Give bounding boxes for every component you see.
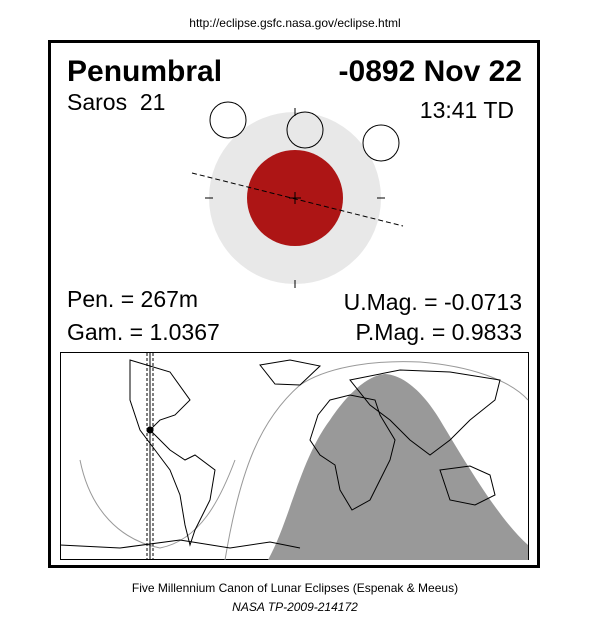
saros: Saros 21 [67,89,165,115]
footer-line1: Five Millennium Canon of Lunar Eclipses … [132,581,458,595]
world-map [59,352,529,561]
gamma: Gam. = 1.0367 [67,319,220,345]
pen-duration: Pen. = 267m [67,286,198,312]
url: http://eclipse.gsfc.nasa.gov/eclipse.htm… [189,16,400,30]
eclipse-type: Penumbral [67,55,222,88]
umbral-magnitude: U.Mag. = -0.0713 [344,289,522,315]
eclipse-date: -0892 Nov 22 [339,55,522,88]
penumbral-magnitude: P.Mag. = 0.9833 [356,319,522,345]
time: 13:41 TD [420,97,514,123]
eclipse-diagram [191,101,404,288]
footer-line2: NASA TP-2009-214172 [232,600,358,614]
